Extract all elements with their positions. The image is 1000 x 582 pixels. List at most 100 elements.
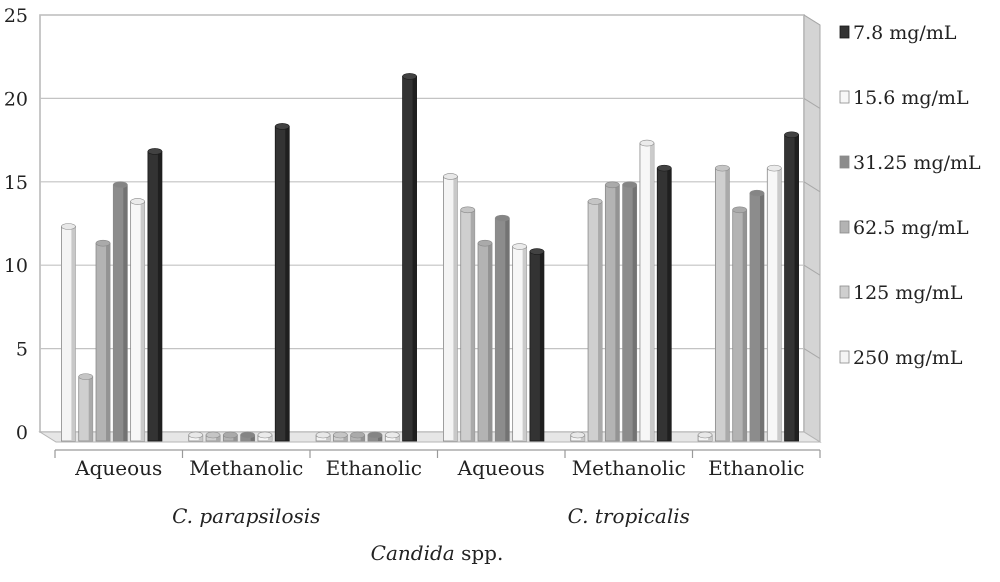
legend-item: 15.6 mg/mL: [839, 87, 969, 109]
bar-top: [639, 139, 655, 147]
bar-top: [223, 431, 238, 439]
bar-top: [460, 206, 476, 214]
bar: [257, 431, 273, 442]
x-category-label: Ethanolic: [326, 456, 422, 480]
bar-shade: [216, 435, 221, 441]
bar-top: [333, 431, 348, 439]
gridline-side: [803, 181, 821, 193]
legend-swatch: [839, 25, 850, 39]
bar: [697, 431, 713, 442]
bar: [512, 243, 528, 442]
bar-top: [749, 189, 765, 197]
bar: [112, 181, 128, 442]
gridline-side: [803, 264, 821, 276]
bar: [240, 431, 256, 442]
legend-label: 250 mg/mL: [853, 347, 963, 369]
bar-shade: [470, 209, 475, 441]
bar-shade: [106, 243, 111, 441]
bar-top: [78, 373, 94, 380]
gridline-side: [803, 348, 821, 360]
bar-top: [766, 164, 782, 172]
bar: [222, 431, 238, 442]
bar: [350, 431, 366, 442]
gridlines: [40, 14, 821, 360]
bar-shade: [759, 193, 764, 441]
bar-shade: [488, 243, 493, 441]
bar-shade: [412, 76, 417, 441]
bar-shade: [580, 435, 585, 441]
bar-top: [205, 431, 221, 439]
y-tick-label: 25: [4, 5, 28, 27]
bar-shade: [88, 376, 93, 441]
bar-shade: [267, 435, 272, 441]
bar: [315, 431, 331, 442]
bar-top: [61, 223, 76, 230]
bar: [766, 164, 782, 442]
y-tick-label: 20: [4, 88, 28, 110]
y-tick-label: 10: [4, 255, 28, 277]
bar-top: [188, 431, 204, 439]
x-group-label: C. parapsilosis: [172, 504, 320, 528]
x-axis: Aqueous Methanolic Ethanolic Aqueous Methano…: [54, 449, 821, 565]
bar-top: [529, 248, 545, 255]
bar: [714, 164, 730, 442]
bar-shade: [343, 435, 348, 441]
legend-swatch: [839, 350, 850, 364]
x-category-label: Methanolic: [189, 456, 303, 480]
bar-shade: [598, 201, 603, 441]
bar-shade: [198, 435, 203, 441]
bar-shade: [377, 435, 382, 441]
bar-shade: [123, 184, 128, 442]
side-wall: [803, 14, 821, 443]
bar-shade: [522, 246, 527, 441]
bar-shade: [539, 251, 544, 441]
bar: [639, 139, 655, 442]
legend-label: 15.6 mg/mL: [853, 87, 969, 109]
x-axis-title: Candida spp.: [371, 541, 504, 565]
legend-swatch: [839, 220, 850, 234]
bar-shade: [777, 168, 782, 441]
bar-shade: [725, 168, 730, 441]
bar: [570, 431, 586, 442]
legend: 7.8 mg/mL 15.6 mg/mL 31.25 mg/mL 62.5 mg/mL…: [839, 22, 981, 369]
bar-top: [350, 431, 365, 439]
back-wall: [39, 14, 805, 433]
y-tick-label: 0: [16, 422, 28, 444]
bar: [367, 431, 383, 442]
bar: [78, 373, 94, 442]
bar-top: [697, 431, 713, 439]
bar: [656, 164, 672, 442]
bar: [622, 181, 638, 442]
bar-top: [512, 243, 527, 250]
bar-top: [113, 181, 128, 189]
bar-shade: [615, 184, 620, 442]
bar: [402, 73, 417, 442]
x-axis-title-italic: Candida: [371, 541, 455, 565]
bar-shade: [157, 151, 162, 441]
bar: [784, 131, 799, 442]
bar-top: [130, 198, 145, 205]
bar-shade: [140, 201, 145, 441]
bar: [529, 248, 545, 442]
bar: [494, 214, 510, 442]
bar-top: [570, 431, 586, 439]
bar: [732, 206, 748, 442]
legend-item: 7.8 mg/mL: [839, 22, 957, 44]
legend-item: 250 mg/mL: [839, 347, 963, 369]
y-tick-label: 5: [16, 339, 28, 361]
bar-shade: [742, 209, 747, 441]
bar-shade: [708, 435, 713, 441]
x-group-label: C. tropicalis: [568, 504, 690, 528]
bar-top: [495, 214, 510, 222]
bar: [95, 239, 111, 442]
bar-top: [715, 164, 730, 172]
gridline-side: [803, 97, 821, 109]
bar-shade: [71, 226, 76, 441]
bar-top: [605, 181, 620, 189]
bar: [443, 173, 458, 442]
x-axis-title-rest: spp.: [455, 541, 504, 565]
legend-item: 31.25 mg/mL: [839, 152, 981, 174]
bar-top: [384, 431, 400, 439]
x-category-label: Ethanolic: [708, 456, 804, 480]
